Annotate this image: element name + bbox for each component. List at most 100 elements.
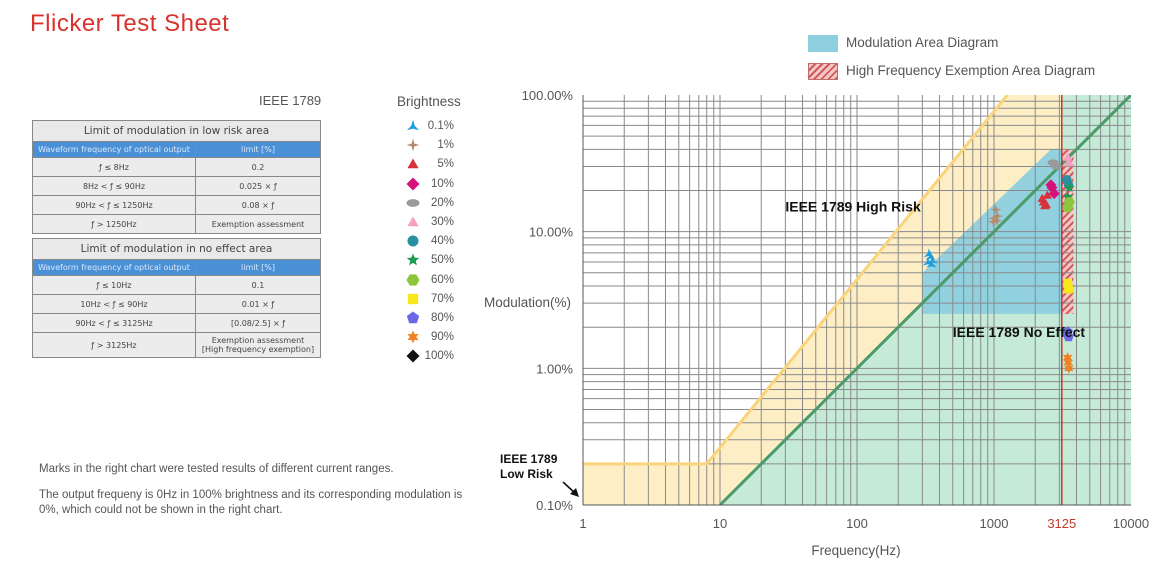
triangle-marker — [407, 216, 419, 227]
data-point — [1062, 152, 1073, 161]
legend-marker — [406, 198, 420, 207]
data-point — [926, 258, 937, 268]
table-row: 90Hz < ƒ ≤ 1250Hz 0.08 × ƒ — [32, 195, 321, 215]
table-header-frequency: Waveform frequency of optical output — [32, 259, 196, 276]
table-cell: 0.08 × ƒ — [195, 195, 321, 215]
table-cell: 90Hz < ƒ ≤ 3125Hz — [32, 313, 196, 333]
series-50pct — [1062, 182, 1075, 202]
no-effect-limit-table: Limit of modulation in no effect area Wa… — [32, 238, 321, 358]
legend-label: 10% — [430, 177, 454, 190]
modulation-area-swatch — [808, 35, 838, 52]
low-risk-limit-table: Limit of modulation in low risk area Wav… — [32, 120, 321, 234]
legend-marker — [407, 293, 419, 304]
legend-marker — [407, 216, 419, 227]
data-point — [927, 254, 938, 264]
legend-label: 0.1% — [427, 120, 454, 132]
modulation-area-label: Modulation Area Diagram — [846, 35, 999, 50]
circle-marker — [407, 235, 419, 247]
data-point — [1041, 199, 1051, 209]
triangle-marker — [407, 158, 419, 169]
plot-area — [583, 95, 1131, 505]
table-cell: 10Hz < ƒ ≤ 90Hz — [32, 294, 196, 314]
data-point — [1063, 197, 1075, 207]
square-marker — [407, 293, 419, 304]
series-90pct — [1062, 352, 1074, 374]
diamond-marker — [406, 177, 420, 191]
table-cell: ƒ ≤ 10Hz — [32, 275, 196, 295]
brightness-legend-item: 70% — [404, 291, 454, 307]
low-risk-arrow-head — [570, 488, 579, 497]
y-tick-label: 1.00% — [536, 361, 573, 376]
series-1pct — [987, 204, 1003, 228]
y-tick-label: 0.10% — [536, 498, 573, 513]
legend-label: 60% — [430, 273, 454, 286]
data-point — [1064, 182, 1075, 193]
legend-label: 40% — [430, 235, 454, 248]
brightness-legend-item: 100% — [404, 348, 454, 364]
legend-label: 20% — [430, 196, 454, 209]
legend-label: 90% — [430, 331, 454, 344]
legend-marker — [406, 119, 420, 131]
data-point — [1063, 357, 1073, 369]
table-cell: ƒ > 3125Hz — [32, 332, 196, 358]
table-cell: 0.2 — [195, 157, 321, 177]
table-cell: 90Hz < ƒ ≤ 1250Hz — [32, 195, 196, 215]
region-label-line: IEEE 1789 High Risk — [785, 199, 921, 215]
data-point — [991, 215, 1003, 227]
legend-label: 1% — [437, 139, 454, 152]
brightness-legend-item: 60% — [404, 272, 454, 288]
legend-marker — [407, 235, 419, 247]
diamond-marker — [406, 349, 420, 363]
low-risk-limit-line — [583, 95, 1009, 466]
legend-label: 80% — [430, 312, 454, 324]
series-60pct — [1062, 197, 1075, 213]
exemption-area-swatch — [808, 63, 838, 80]
brightness-legend-item: 0.1% — [404, 118, 454, 134]
x-tick-label: 100 — [846, 516, 868, 531]
series-0-1pct — [922, 248, 938, 268]
hexagon-marker — [406, 273, 420, 286]
data-point — [1064, 284, 1073, 294]
five-star-marker — [406, 253, 420, 266]
table-cell: Exemption assessment — [195, 214, 321, 234]
region-label: IEEE 1789 Low Risk — [500, 452, 558, 481]
brightness-legend-item: 90% — [404, 329, 454, 345]
y-tick-label: 10.00% — [529, 225, 574, 240]
pentagon-marker — [406, 311, 420, 324]
region-label: IEEE 1789 No Effect — [953, 324, 1086, 340]
series-10pct — [1045, 179, 1060, 200]
table-row: ƒ > 3125Hz Exemption assessment [High fr… — [32, 332, 321, 358]
data-point — [987, 216, 999, 228]
x-tick-label: 1000 — [980, 516, 1009, 531]
data-point — [1062, 191, 1073, 202]
page-title: Flicker Test Sheet — [30, 10, 230, 37]
data-point — [990, 204, 1002, 216]
data-point — [1063, 278, 1073, 288]
x-tick-label: 1 — [579, 516, 586, 531]
data-point — [1062, 352, 1073, 363]
series-20pct — [1047, 159, 1062, 170]
table-header-limit: limit [%] — [195, 141, 321, 158]
table-caption: Limit of modulation in low risk area — [32, 120, 321, 142]
note-text: Marks in the right chart were tested res… — [39, 463, 394, 475]
brightness-legend-item: 50% — [404, 252, 454, 268]
data-point — [992, 210, 1003, 222]
table-row: ƒ > 1250Hz Exemption assessment — [32, 214, 321, 234]
region-label-line: IEEE 1789 No Effect — [953, 324, 1086, 340]
grid — [583, 95, 1131, 505]
table-cell: 0.025 × ƒ — [195, 176, 321, 196]
standard-label: IEEE 1789 — [259, 93, 322, 108]
data-point — [1063, 158, 1074, 167]
ellipse-marker — [406, 198, 420, 207]
legend-marker — [407, 158, 419, 169]
six-star-marker — [407, 330, 419, 344]
legend-marker — [406, 253, 420, 266]
table-row: 90Hz < ƒ ≤ 3125Hz [0.08/2.5] × ƒ — [32, 313, 321, 333]
series-70pct — [1063, 278, 1073, 294]
data-point — [1050, 163, 1062, 170]
data-point — [988, 212, 1000, 224]
legend-marker — [406, 349, 420, 363]
table-cell: ƒ > 1250Hz — [32, 214, 196, 234]
table-caption: Limit of modulation in no effect area — [32, 238, 321, 260]
brightness-legend-item: 30% — [404, 214, 454, 230]
